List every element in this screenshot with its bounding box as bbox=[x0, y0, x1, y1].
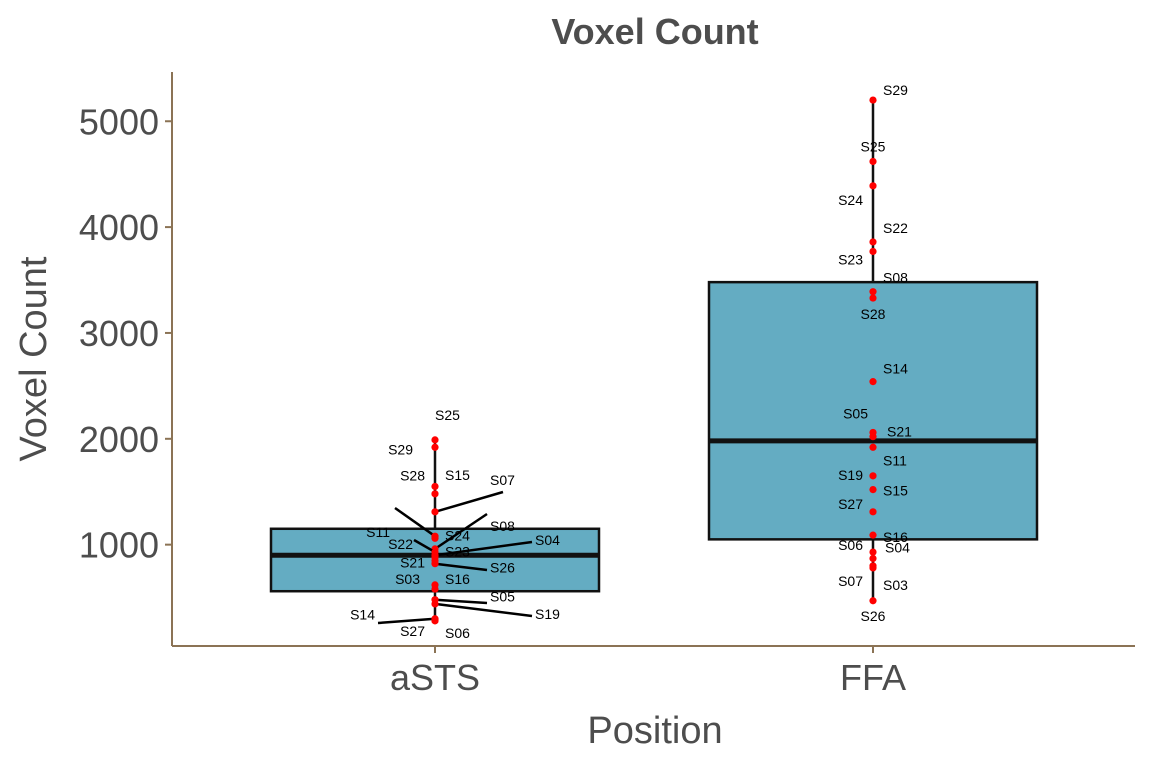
data-point bbox=[869, 548, 877, 556]
data-point bbox=[431, 585, 439, 593]
data-point-label: S07 bbox=[490, 472, 515, 488]
data-point-label: S05 bbox=[490, 589, 515, 605]
data-point bbox=[869, 96, 877, 104]
data-point-label: S03 bbox=[395, 571, 420, 587]
data-point-label: S19 bbox=[535, 606, 560, 622]
x-tick-label: aSTS bbox=[390, 657, 480, 698]
data-point bbox=[869, 247, 877, 256]
data-point-label: S15 bbox=[445, 467, 470, 483]
point-label-connector bbox=[434, 540, 533, 557]
data-point bbox=[431, 617, 439, 625]
data-point-label: S07 bbox=[838, 573, 863, 589]
data-point-label: S29 bbox=[883, 82, 908, 98]
data-point-label: S08 bbox=[490, 518, 515, 534]
data-point-label: S16 bbox=[445, 571, 470, 587]
data-point-label: S26 bbox=[490, 560, 515, 576]
data-point-label: S21 bbox=[887, 424, 912, 440]
data-point-label: S23 bbox=[445, 543, 470, 559]
data-point bbox=[869, 564, 877, 572]
x-tick-label: FFA bbox=[840, 657, 906, 698]
data-point bbox=[869, 597, 877, 605]
data-point-label: S04 bbox=[885, 539, 910, 555]
data-point-label: S06 bbox=[838, 537, 863, 553]
data-point-label: S28 bbox=[400, 467, 425, 483]
data-point-label: S22 bbox=[883, 220, 908, 236]
data-point-label: S26 bbox=[861, 608, 886, 624]
data-point bbox=[869, 443, 877, 451]
y-tick-label: 1000 bbox=[79, 525, 159, 566]
point-label-connector bbox=[377, 617, 436, 625]
data-point bbox=[869, 554, 877, 563]
data-point-label: S03 bbox=[883, 577, 908, 593]
data-point-label: S28 bbox=[861, 306, 886, 322]
data-point-label: S14 bbox=[883, 361, 908, 377]
point-label-connector bbox=[434, 490, 504, 514]
data-point-label: S22 bbox=[388, 536, 413, 552]
data-point-label: S06 bbox=[445, 625, 470, 641]
point-label-connector bbox=[413, 538, 436, 554]
data-point bbox=[869, 472, 877, 480]
data-point bbox=[431, 490, 439, 498]
data-point-label: S21 bbox=[400, 555, 425, 571]
data-point bbox=[431, 600, 439, 608]
y-axis-ticks: 1000 2000 3000 4000 5000 bbox=[79, 101, 172, 566]
data-point bbox=[869, 157, 877, 166]
data-point-label: S04 bbox=[535, 532, 560, 548]
data-point-label: S16 bbox=[883, 529, 908, 545]
data-point-label: S11 bbox=[366, 524, 390, 540]
data-point bbox=[431, 436, 439, 444]
point-label-connector bbox=[434, 512, 488, 550]
data-point-label: S08 bbox=[883, 270, 908, 286]
plot-area: S25 S29 S28 S15 S07 S11 S24 S08 S22 S04 S23 S21 S26 S… bbox=[269, 82, 1039, 641]
data-point bbox=[869, 486, 877, 494]
data-point bbox=[431, 560, 439, 568]
data-point-label: S25 bbox=[435, 407, 460, 423]
data-point bbox=[869, 508, 877, 516]
data-point-label: S19 bbox=[838, 467, 863, 483]
data-point-label: S05 bbox=[843, 405, 868, 421]
data-point-label: S14 bbox=[350, 607, 375, 623]
data-point-label: S27 bbox=[400, 623, 425, 639]
point-label-connector bbox=[394, 506, 436, 538]
data-point bbox=[869, 182, 877, 190]
point-label-connector bbox=[434, 562, 488, 572]
data-point-label: S27 bbox=[838, 496, 863, 512]
chart-title: Voxel Count bbox=[551, 11, 758, 52]
data-point bbox=[869, 294, 877, 302]
y-tick-label: 4000 bbox=[79, 207, 159, 248]
data-point bbox=[869, 378, 877, 386]
y-axis-title: Voxel Count bbox=[13, 256, 55, 461]
data-point bbox=[869, 288, 877, 296]
x-axis-title: Position bbox=[587, 710, 722, 752]
data-point-label: S29 bbox=[388, 441, 413, 457]
x-axis-ticks: aSTS FFA bbox=[390, 646, 906, 698]
data-point-label: S23 bbox=[838, 251, 863, 267]
data-point bbox=[869, 433, 877, 441]
data-point-label: S15 bbox=[883, 483, 908, 499]
data-point-label: S24 bbox=[838, 192, 863, 208]
ffa-box bbox=[707, 280, 1039, 541]
y-tick-label: 2000 bbox=[79, 419, 159, 460]
data-point bbox=[869, 238, 877, 246]
data-point bbox=[869, 531, 877, 539]
point-label-connector bbox=[434, 598, 488, 605]
point-label-connector bbox=[434, 602, 533, 618]
y-tick-label: 5000 bbox=[79, 101, 159, 142]
data-point-label: S25 bbox=[861, 138, 886, 154]
data-point bbox=[431, 534, 439, 542]
data-point-label: S11 bbox=[883, 452, 907, 468]
y-tick-label: 3000 bbox=[79, 313, 159, 354]
data-point bbox=[431, 443, 439, 451]
data-point bbox=[431, 482, 439, 491]
data-point bbox=[431, 508, 439, 516]
